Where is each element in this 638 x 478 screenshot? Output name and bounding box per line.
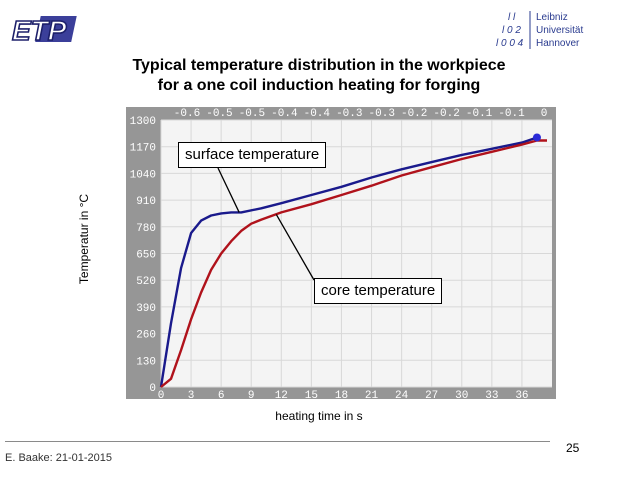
slide-title: Typical temperature distribution in the … <box>60 56 578 96</box>
surface-temperature-callout: surface temperature <box>178 142 327 168</box>
footer-divider <box>5 441 550 442</box>
luh-name-line-2: Universität <box>536 25 583 36</box>
x-top-tick-label: -0.5 <box>239 108 265 120</box>
x-tick-label: 0 <box>158 390 165 402</box>
core-callout-leader <box>275 214 315 281</box>
luh-digit-line-2: l 0 2 <box>502 25 521 36</box>
core-temperature-line <box>160 139 547 388</box>
x-top-tick-label: -0.5 <box>206 108 232 120</box>
y-tick-label: 650 <box>136 250 156 262</box>
y-tick-label: 1300 <box>130 116 156 128</box>
x-top-tick-label: -0.2 <box>433 108 459 120</box>
surface-temperature-line <box>159 136 538 388</box>
x-top-tick-label: -0.4 <box>304 108 331 120</box>
x-tick-label: 36 <box>515 390 528 402</box>
grid <box>160 119 552 388</box>
x-top-tick-label: 0 <box>541 108 548 120</box>
footer-author-date: E. Baake: 21-01-2015 <box>5 452 113 464</box>
luh-name-line-3: Hannover <box>536 38 580 49</box>
y-tick-label: 260 <box>136 330 156 342</box>
x-tick-label: 9 <box>248 390 255 402</box>
y-tick-label: 910 <box>136 196 156 208</box>
luh-logo: l l l 0 2 l 0 0 4 Leibniz Universität Ha… <box>496 11 583 49</box>
surface-callout-leader <box>217 167 240 213</box>
x-top-tick-label: -0.6 <box>174 108 200 120</box>
page-number: 25 <box>566 441 580 455</box>
core-temperature-callout: core temperature <box>314 278 443 304</box>
x-tick-label: 15 <box>305 390 318 402</box>
series <box>159 133 547 388</box>
y-tick-label: 780 <box>136 223 156 235</box>
slide-title-line-2: for a one coil induction heating for for… <box>157 77 481 94</box>
x-top-tick-label: -0.3 <box>336 108 362 120</box>
surface-end-marker <box>532 133 541 142</box>
x-tick-label: 21 <box>365 390 379 402</box>
y-tick-label: 130 <box>136 356 156 368</box>
luh-digit-line-1: l l <box>508 12 516 23</box>
x-tick-label: 6 <box>218 390 225 402</box>
slide-title-line-1: Typical temperature distribution in the … <box>132 57 506 74</box>
etp-logo: ETP <box>11 14 77 46</box>
x-axis-label: heating time in s <box>275 409 363 423</box>
x-top-tick-label: -0.1 <box>498 108 525 120</box>
callout-leaders <box>217 167 315 281</box>
x-top-tick-label: -0.3 <box>369 108 395 120</box>
x-tick-label: 33 <box>485 390 498 402</box>
x-tick-label: 30 <box>455 390 468 402</box>
luh-digit-line-3: l 0 0 4 <box>496 38 524 49</box>
y-tick-label: 1040 <box>130 169 156 181</box>
x-top-tick-label: -0.1 <box>466 108 493 120</box>
etp-logo-text: ETP <box>12 15 67 46</box>
luh-name-line-1: Leibniz <box>536 12 568 23</box>
x-tick-label: 12 <box>275 390 288 402</box>
x-top-tick-label: -0.4 <box>271 108 298 120</box>
y-tick-label: 520 <box>136 276 156 288</box>
y-tick-label: 1170 <box>130 143 156 155</box>
x-top-tick-label: -0.2 <box>401 108 427 120</box>
x-tick-label: 3 <box>188 390 195 402</box>
y-axis-label: Temperatur in °C <box>77 193 91 285</box>
x-tick-label: 24 <box>395 390 409 402</box>
y-tick-label: 390 <box>136 303 156 315</box>
y-tick-label: 0 <box>149 383 156 395</box>
x-tick-label: 18 <box>335 390 348 402</box>
x-tick-label: 27 <box>425 390 438 402</box>
